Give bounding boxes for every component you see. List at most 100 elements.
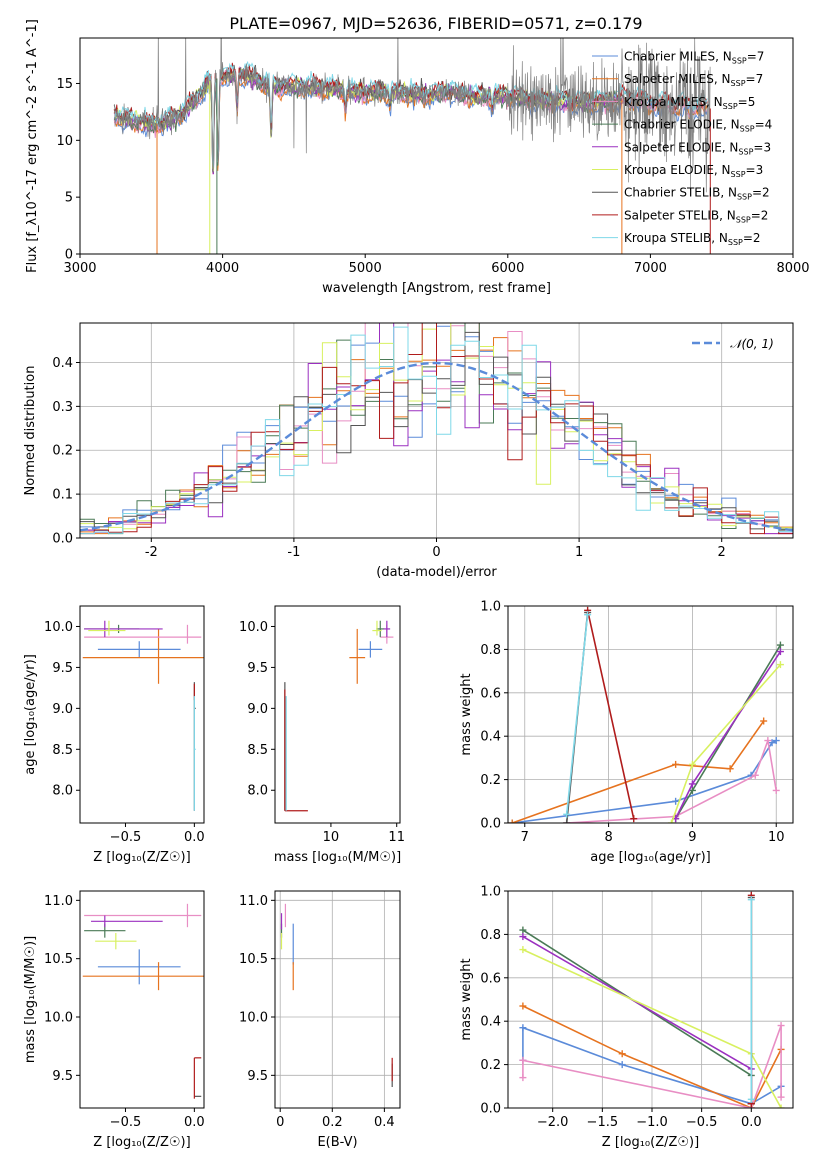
weight-marker-kroupa-elodie — [688, 760, 696, 768]
weight-marker-chabrier-stelib — [563, 819, 571, 823]
weight-line-salpeter-miles — [511, 720, 765, 823]
age_vs_Z-ytick-label: 10.0 — [44, 620, 73, 635]
mass_vs_Z-ylabel: mass [log₁₀(M/M☉)] — [23, 936, 38, 1063]
weight_vs_age-ytick-label: 0.8 — [480, 643, 501, 658]
mass_vs_Z-plot — [82, 903, 204, 1099]
weight-marker-chabrier-miles — [672, 797, 680, 805]
residuals-xtick-label: 1 — [575, 545, 583, 560]
residuals-ylabel: Normed distribution — [23, 366, 38, 496]
weight_vs_Z-xtick-label: −1.5 — [587, 1115, 619, 1130]
legend-label-normal: 𝒩(0, 1) — [730, 337, 774, 351]
plots-layer: 3000 4000 5000 6000 7000 8000051015wavelength… — [23, 19, 810, 1150]
legend-label-kroupa-miles: Kroupa MILES, NSSP=5 — [624, 95, 755, 111]
weight-marker-salpeter-miles — [519, 1002, 527, 1010]
weight_vs_Z-ylabel: mass weight — [459, 958, 474, 1040]
residual-hist-kroupa-stelib — [80, 326, 793, 535]
errorbar-point-kroupa-stelib — [193, 696, 196, 811]
legend-label-chabrier-miles: Chabrier MILES, NSSP=7 — [624, 50, 764, 66]
weight-marker-kroupa-miles — [764, 737, 772, 745]
spectrum-xtick-label: 6000 — [491, 261, 524, 276]
mass_vs_Z-ytick-label: 10.5 — [44, 952, 73, 967]
residuals-frame — [79, 322, 794, 539]
figure-title: PLATE=0967, MJD=52636, FIBERID=0571, z=0… — [229, 14, 642, 33]
weight_vs_Z-plot — [519, 891, 785, 1108]
weight_vs_Z-xlabel: Z [log₁₀(Z/Z☉)] — [602, 1135, 699, 1150]
weight_vs_age-ytick-label: 0.0 — [480, 817, 501, 832]
weight-line-salpeter-stelib — [586, 610, 635, 819]
age_vs_Z-xtick-label: 0.0 — [184, 830, 205, 845]
errorbar-point-salpeter-elodie — [84, 620, 163, 638]
errorbar-point-chabrier-miles — [358, 641, 383, 658]
age_vs_Z-xtick-label: −0.5 — [110, 830, 142, 845]
mass_vs_Z-frame — [79, 890, 205, 1109]
age_vs_Z-ytick-label: 9.0 — [52, 702, 73, 717]
weight_vs_Z-ytick-label: 0.6 — [480, 971, 501, 986]
age_vs_mass-ytick-label: 8.0 — [247, 784, 268, 799]
spectrum-xtick-label: 8000 — [776, 261, 809, 276]
weight_vs_Z-ytick-label: 0.4 — [480, 1015, 501, 1030]
errorbar-point-salpeter-stelib — [284, 689, 308, 812]
weight_vs_age-xtick-label: 8 — [604, 830, 612, 845]
weight_vs_Z-xtick-label: −0.5 — [686, 1115, 718, 1130]
spectrum-ytick-label: 15 — [56, 77, 73, 92]
weight-marker-kroupa-miles — [751, 771, 759, 779]
weight-marker-salpeter-miles — [760, 717, 768, 725]
weight_vs_age-ytick-label: 0.6 — [480, 686, 501, 701]
weight-marker-salpeter-miles — [618, 1050, 626, 1058]
spectrum-plot — [113, 38, 711, 254]
legend-label-salpeter-elodie: Salpeter ELODIE, NSSP=3 — [624, 140, 771, 156]
legend-label-salpeter-stelib: Salpeter STELIB, NSSP=2 — [624, 208, 768, 224]
age_vs_mass-ytick-label: 8.5 — [247, 743, 268, 758]
age_vs_mass-ytick-label: 10.0 — [239, 620, 268, 635]
mass_vs_EBV-xtick-label: 0.4 — [374, 1115, 395, 1130]
residuals-ytick-label: 0.4 — [52, 356, 73, 371]
errorbar-point-kroupa-miles — [84, 903, 202, 928]
mass_vs_EBV-frame — [274, 890, 401, 1109]
errorbar-point-chabrier-miles — [97, 641, 181, 658]
legend-label-chabrier-elodie: Chabrier ELODIE, NSSP=4 — [624, 118, 772, 134]
weight-marker-chabrier-miles — [519, 1024, 527, 1032]
weight-marker-kroupa-elodie — [667, 819, 675, 823]
weight-line-salpeter-miles — [522, 1005, 782, 1108]
mass_vs_EBV-axes: 0 0.2 0.4 9.5 10.0 10.5 11.0 E(B-V) — [239, 891, 400, 1150]
mass_vs_EBV-ytick-label: 10.0 — [239, 1011, 268, 1026]
mass_vs_EBV-xtick-label: 0 — [276, 1115, 284, 1130]
mass_vs_Z-xtick-label: 0.0 — [184, 1115, 205, 1130]
age_vs_mass-ytick-label: 9.5 — [247, 661, 268, 676]
weight-marker-salpeter-miles — [508, 819, 516, 823]
spectrum-legend: Chabrier MILES, NSSP=7 Salpeter MILES, NS… — [592, 50, 772, 247]
weight_vs_Z-xtick-label: −1.0 — [636, 1115, 668, 1130]
weight_vs_Z-ytick-label: 0.0 — [480, 1102, 501, 1117]
residuals-xtick-label: 2 — [718, 545, 726, 560]
errorbar-point-salpeter-elodie — [91, 915, 163, 928]
spectrum-frame — [79, 37, 794, 255]
mass_vs_EBV-ytick-label: 11.0 — [239, 894, 268, 909]
age_vs_mass-xtick-label: 10 — [323, 830, 340, 845]
weight-marker-kroupa-elodie — [777, 1104, 785, 1108]
errorbar-point-salpeter-miles — [82, 962, 204, 991]
spectrum-ytick-label: 10 — [56, 134, 73, 149]
spectrum-xtick-label: 5000 — [349, 261, 382, 276]
age_vs_Z-axes: −0.5 0.0 8.0 8.5 9.0 9.5 10.0 Z [log₁₀(Z/Z☉)] ag… — [23, 620, 205, 865]
residuals-xtick-label: -2 — [145, 545, 158, 560]
legend-label-kroupa-stelib: Kroupa STELIB, NSSP=2 — [624, 231, 761, 247]
residuals-legend: 𝒩(0, 1) — [692, 337, 774, 351]
errorbar-point-salpeter-stelib — [193, 1057, 202, 1099]
weight_vs_Z-ytick-label: 0.2 — [480, 1058, 501, 1073]
spectrum-axes: 3000 4000 5000 6000 7000 8000 0 5 10 15 wavelength… — [25, 19, 810, 296]
age_vs_mass-xtick-label: 11 — [388, 830, 405, 845]
errorbar-point-chabrier-elodie — [376, 620, 385, 638]
age_vs_mass-xlabel: mass [log₁₀(M/M☉)] — [274, 850, 401, 865]
weight-marker-kroupa-elodie — [519, 946, 527, 954]
residuals-ytick-label: 0.2 — [52, 444, 73, 459]
weight_vs_age-frame — [507, 605, 794, 824]
weight-marker-kroupa-elodie — [776, 661, 784, 669]
weight_vs_Z-frame — [507, 890, 794, 1109]
age_vs_mass-ytick-label: 9.0 — [247, 702, 268, 717]
residual-hist-kroupa-elodie — [80, 323, 793, 531]
weight-marker-chabrier-elodie — [776, 641, 784, 649]
residual-hist-salpeter-stelib — [80, 323, 793, 535]
errorbar-point-chabrier-miles — [97, 949, 181, 985]
weight-marker-kroupa-stelib — [563, 810, 571, 818]
